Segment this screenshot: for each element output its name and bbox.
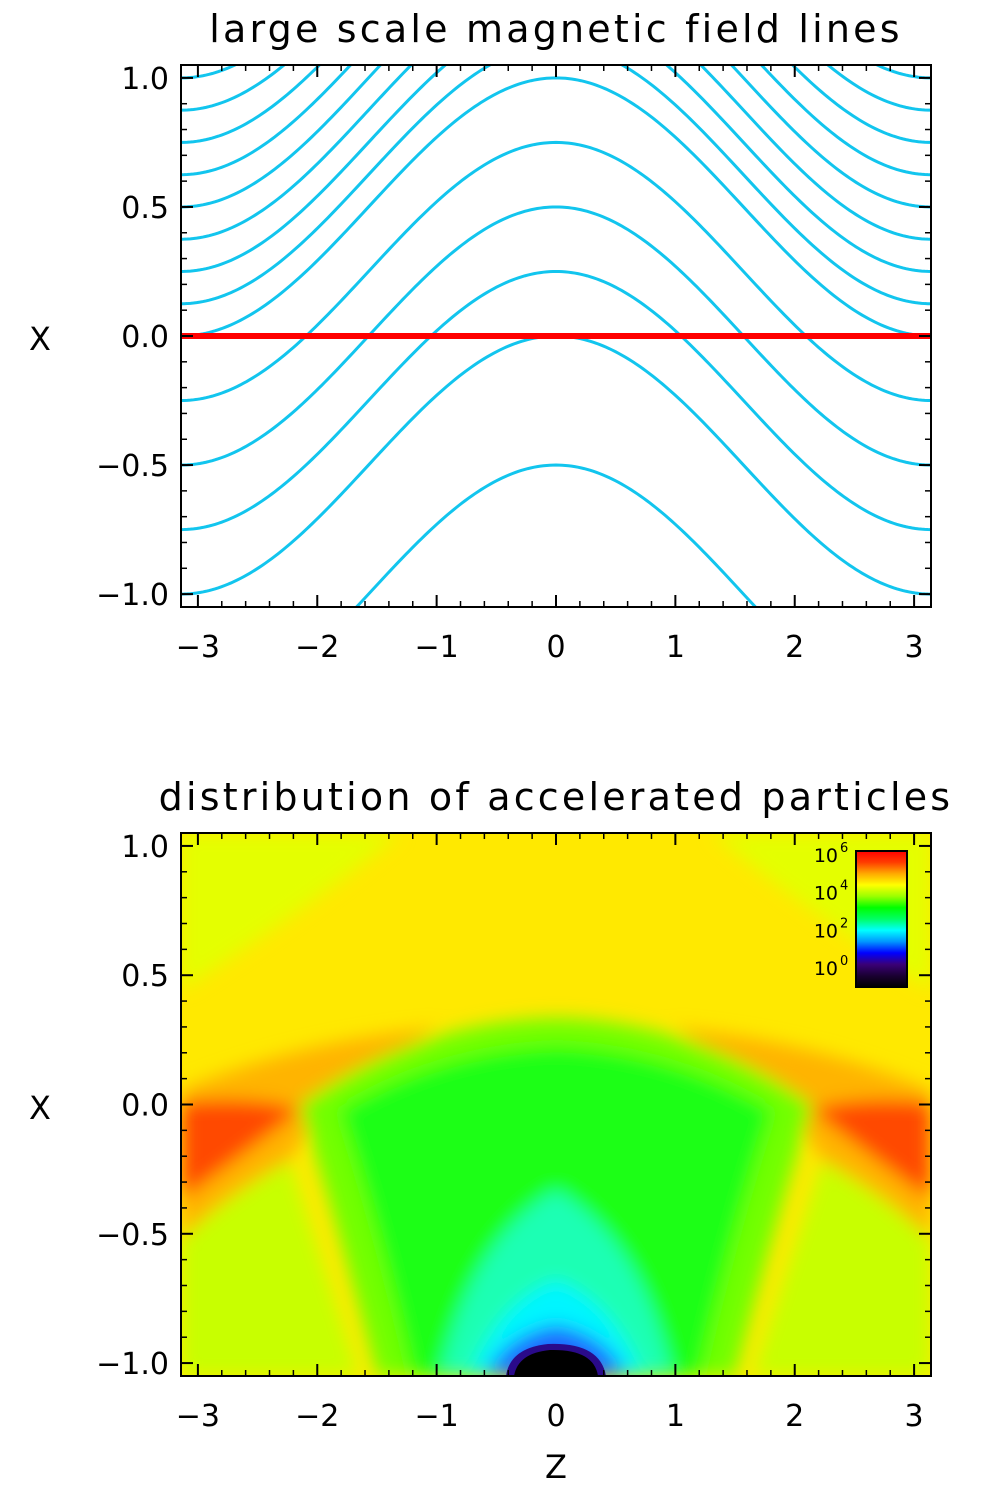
field-lines-y-tick-label: −0.5: [96, 449, 169, 484]
field-lines-x-tick-label: −1: [415, 630, 459, 665]
field-line: [181, 65, 931, 273]
colorbar-tick-label: 10: [814, 883, 838, 905]
colorbar-tick-exponent: 2: [840, 916, 848, 931]
field-line: [181, 269, 931, 532]
particles-y-tick-label: −0.5: [96, 1218, 169, 1253]
particles-y-tick-label: 0.5: [121, 959, 169, 994]
particles-y-tick-label: 0.0: [121, 1089, 169, 1124]
field-line: [181, 76, 931, 338]
colorbar-tick-exponent: 4: [840, 879, 848, 894]
field-line: [181, 65, 931, 241]
colorbar-tick-label: 10: [814, 920, 838, 942]
particles-x-tick-label: −1: [415, 1399, 459, 1434]
particles-x-tick-label: −3: [176, 1399, 220, 1434]
field-lines-x-tick-label: 3: [905, 630, 924, 665]
field-line: [181, 205, 931, 467]
particles-ticks: −3 −2 −1 0 1 2 3 −1.0 −0.5 0.0 0.5 1.0: [96, 830, 931, 1434]
field-lines-x-tick-label: −3: [176, 630, 220, 665]
field-line: [181, 65, 931, 144]
field-lines-x-tick-label: 2: [785, 630, 804, 665]
field-lines-y-tick-label: −1.0: [96, 578, 169, 613]
particles-y-axis-label: X: [29, 1089, 51, 1127]
field-lines-y-tick-label: 1.0: [121, 62, 169, 97]
particles-title: distribution of accelerated particles: [159, 775, 954, 819]
heatmap-region-left-core: [181, 1099, 300, 1200]
particles-y-tick-label: −1.0: [96, 1347, 169, 1382]
particles-x-tick-label: 2: [785, 1399, 804, 1434]
particle-heatmap: [181, 833, 931, 1376]
field-lines-x-tick-label: 0: [546, 630, 565, 665]
colorbar-tick-label: 10: [814, 845, 838, 867]
particles-x-tick-label: 1: [666, 1399, 685, 1434]
heatmap-region-right-core: [812, 1099, 931, 1200]
field-line: [354, 463, 758, 607]
colorbar-tick-exponent: 6: [840, 841, 848, 856]
particles-x-axis-label: Z: [545, 1448, 567, 1485]
heatmap-region-lower-right: [752, 1160, 931, 1376]
heatmap-region-upper-left: [181, 833, 400, 990]
field-lines-y-tick-label: 0.0: [121, 320, 169, 355]
heatmap-region-right-wing: [672, 1028, 931, 1260]
field-lines-x-tick-label: −2: [295, 630, 339, 665]
heatmap-region-lower-left: [181, 1160, 360, 1376]
field-lines-x-tick-label: 1: [666, 630, 685, 665]
field-lines-panel: large scale magnetic field lines −3 −2 −1 0…: [29, 7, 932, 665]
field-lines: [181, 65, 931, 607]
colorbar-tick-exponent: 0: [840, 954, 848, 969]
colorbar-tick-label: 10: [814, 958, 838, 980]
field-lines-title: large scale magnetic field lines: [209, 7, 903, 51]
particles-panel: distribution of accelerated particles: [29, 775, 954, 1485]
particles-y-tick-label: 1.0: [121, 830, 169, 865]
field-lines-y-axis-label: X: [29, 320, 51, 358]
heatmap-region-left-wing: [181, 1028, 440, 1260]
particles-x-tick-label: 0: [546, 1399, 565, 1434]
field-line: [181, 65, 931, 209]
particles-x-tick-label: 3: [905, 1399, 924, 1434]
field-line: [181, 65, 931, 306]
particles-x-tick-label: −2: [295, 1399, 339, 1434]
field-line: [181, 65, 931, 177]
colorbar-gradient: [855, 850, 908, 988]
heatmap-region-black: [514, 1349, 598, 1376]
field-lines-ticks: −3 −2 −1 0 1 2 3 −1.0 −0.5 0.0 0.5 1.0: [96, 62, 931, 665]
field-lines-y-tick-label: 0.5: [121, 191, 169, 226]
